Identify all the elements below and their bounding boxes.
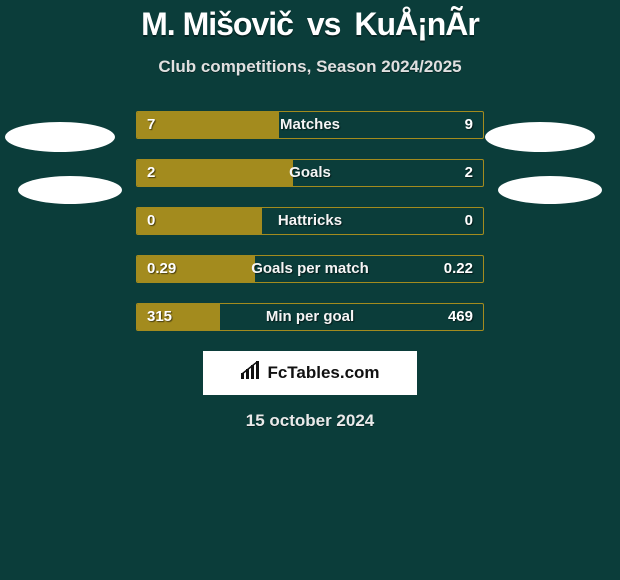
stat-row-hattricks: 0 Hattricks 0 (136, 207, 484, 235)
stat-value-right: 9 (465, 112, 473, 138)
player2-photo-top (485, 122, 595, 152)
player1-photo-top (5, 122, 115, 152)
date-label: 15 october 2024 (0, 411, 620, 431)
stat-label: Min per goal (137, 304, 483, 330)
vs-label: vs (307, 6, 341, 42)
brand-text: FcTables.com (267, 363, 379, 383)
stat-row-min-per-goal: 315 Min per goal 469 (136, 303, 484, 331)
subtitle: Club competitions, Season 2024/2025 (0, 57, 620, 77)
stat-value-right: 2 (465, 160, 473, 186)
stat-value-right: 0.22 (444, 256, 473, 282)
stat-row-goals-per-match: 0.29 Goals per match 0.22 (136, 255, 484, 283)
stat-label: Hattricks (137, 208, 483, 234)
stat-label: Goals (137, 160, 483, 186)
player1-photo-bottom (18, 176, 122, 204)
stat-row-goals: 2 Goals 2 (136, 159, 484, 187)
page-title: M. Mišovič vs KuÅ¡nÃr (0, 0, 620, 43)
stat-label: Goals per match (137, 256, 483, 282)
player1-name: M. Mišovič (141, 6, 293, 42)
bar-chart-icon (240, 361, 262, 386)
stats-rows: 7 Matches 9 2 Goals 2 0 Hattricks 0 0.29… (136, 111, 484, 331)
player2-photo-bottom (498, 176, 602, 204)
stat-value-right: 469 (448, 304, 473, 330)
comparison-card: M. Mišovič vs KuÅ¡nÃr Club competitions,… (0, 0, 620, 431)
brand: FcTables.com (240, 361, 379, 386)
stat-row-matches: 7 Matches 9 (136, 111, 484, 139)
player2-name: KuÅ¡nÃr (354, 6, 479, 42)
stat-label: Matches (137, 112, 483, 138)
brand-box: FcTables.com (203, 351, 417, 395)
stat-value-right: 0 (465, 208, 473, 234)
